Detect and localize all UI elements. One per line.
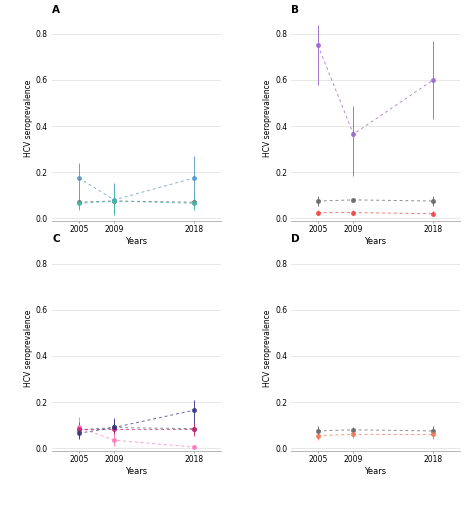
Y-axis label: HCV seroprevalence: HCV seroprevalence	[263, 309, 272, 387]
Text: A: A	[52, 5, 60, 14]
Legend: All, Ever IDU, Never IDU: All, Ever IDU, Never IDU	[307, 290, 444, 302]
Text: C: C	[52, 234, 60, 245]
X-axis label: Years: Years	[365, 466, 387, 476]
Y-axis label: HCV seroprevalence: HCV seroprevalence	[24, 309, 33, 387]
X-axis label: Years: Years	[125, 237, 147, 246]
Text: B: B	[292, 5, 300, 14]
Y-axis label: HCV seroprevalence: HCV seroprevalence	[24, 79, 33, 157]
X-axis label: Years: Years	[125, 466, 147, 476]
Y-axis label: HCV seroprevalence: HCV seroprevalence	[263, 79, 272, 157]
X-axis label: Years: Years	[365, 237, 387, 246]
Text: D: D	[292, 234, 300, 245]
Legend: All, HIV+, HIV−: All, HIV+, HIV−	[82, 290, 190, 302]
